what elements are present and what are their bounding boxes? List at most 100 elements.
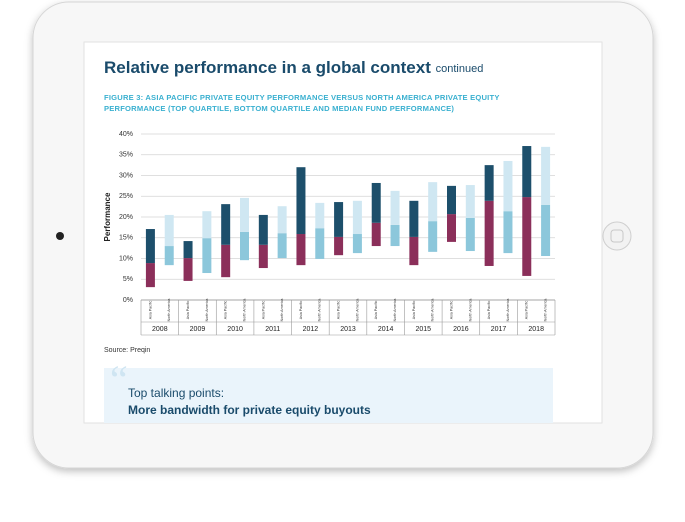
- bar-upper: [202, 211, 212, 239]
- quote-mark: “: [110, 357, 128, 402]
- bar-lower: [202, 238, 212, 274]
- group-label: North America: [544, 299, 548, 322]
- bar-lower: [390, 224, 400, 247]
- figure-title-box: FIGURE 3: ASIA PACIFIC PRIVATE EQUITY PE…: [104, 93, 500, 113]
- page-title-text: Relative performance in a global context: [104, 58, 431, 77]
- group-label: North America: [167, 299, 171, 322]
- bar-lower: [315, 228, 325, 259]
- bar-lower: [503, 211, 513, 254]
- group-label: North America: [242, 299, 246, 322]
- group-label: North America: [318, 299, 322, 322]
- group-label: North America: [205, 299, 209, 322]
- x-tick-label: 2011: [265, 326, 280, 333]
- bar-upper: [277, 206, 287, 234]
- callout-label: Top talking points:: [128, 386, 224, 400]
- x-tick-label: 2018: [528, 326, 544, 333]
- bar-upper: [334, 202, 344, 237]
- group-label: Asia Pacific: [412, 301, 416, 320]
- callout-text: More bandwidth for private equity buyout…: [128, 403, 371, 417]
- camera: [56, 232, 64, 240]
- group-label: North America: [468, 299, 472, 322]
- x-tick-label: 2008: [152, 326, 168, 333]
- x-tick-label: 2016: [453, 326, 469, 333]
- page-title-suffix: continued: [436, 63, 484, 75]
- figure-title: FIGURE 3: ASIA PACIFIC PRIVATE EQUITY PE…: [104, 93, 500, 113]
- y-tick-label: 35%: [119, 152, 133, 159]
- x-tick-label: 2015: [415, 326, 431, 333]
- bar-upper: [183, 241, 193, 259]
- bar-upper: [240, 197, 249, 232]
- bar-lower: [541, 204, 551, 257]
- bar-lower: [334, 236, 344, 256]
- y-tick-label: 0%: [123, 297, 133, 304]
- y-tick-label: 5%: [123, 276, 133, 283]
- bar-upper: [541, 146, 551, 205]
- bar-upper: [221, 204, 231, 245]
- group-label: Asia Pacific: [299, 301, 303, 320]
- bar-lower: [409, 236, 419, 266]
- callout-box: [104, 368, 553, 423]
- bar-lower: [522, 197, 532, 276]
- bar-lower: [183, 258, 193, 281]
- group-label: North America: [431, 299, 435, 322]
- group-label: Asia Pacific: [449, 301, 453, 320]
- bar-upper: [428, 182, 438, 222]
- bar-upper: [390, 190, 400, 225]
- bar-lower: [296, 234, 306, 266]
- bar-lower: [465, 217, 475, 252]
- group-label: Asia Pacific: [525, 301, 529, 320]
- page-title: Relative performance in a global context…: [104, 58, 483, 77]
- bar-lower: [447, 214, 456, 242]
- group-label: North America: [355, 299, 359, 322]
- group-label: North America: [506, 299, 510, 322]
- bar-upper: [296, 167, 306, 235]
- home-icon: [610, 229, 624, 243]
- y-tick-label: 40%: [119, 131, 133, 138]
- y-tick-label: 20%: [119, 214, 133, 221]
- chart: 0% 5% 10% 15% 20% 25% 30% 35% 40% 2008 Asia Pacifi…: [119, 131, 556, 336]
- y-tick-label: 15%: [119, 235, 133, 242]
- bar-lower: [164, 246, 174, 266]
- bar-upper: [503, 160, 513, 212]
- group-label: Asia Pacific: [148, 301, 152, 320]
- bar-lower: [277, 233, 287, 259]
- x-tick-label: 2014: [378, 326, 394, 333]
- bar-upper: [409, 200, 419, 237]
- bar-upper: [352, 200, 362, 235]
- group-label: North America: [393, 299, 397, 322]
- bar-upper: [484, 165, 494, 201]
- y-tick-label: 25%: [119, 193, 133, 200]
- bar-upper: [145, 229, 155, 264]
- bar-upper: [522, 146, 532, 198]
- group-label: North America: [280, 299, 284, 322]
- group-label: Asia Pacific: [487, 301, 491, 320]
- x-tick-label: 2012: [303, 326, 319, 333]
- group-label: Asia Pacific: [224, 301, 228, 320]
- bar-lower: [240, 231, 249, 261]
- bar-lower: [371, 222, 381, 247]
- bar-upper: [164, 214, 174, 247]
- bar-upper: [447, 185, 456, 215]
- home-button[interactable]: [602, 221, 632, 251]
- bar-upper: [465, 185, 475, 218]
- group-label: Asia Pacific: [186, 301, 190, 320]
- bar-upper: [371, 182, 381, 223]
- bar-lower: [352, 234, 362, 254]
- bar-lower: [258, 244, 268, 269]
- group-label: Asia Pacific: [374, 301, 378, 320]
- bar-lower: [484, 200, 494, 266]
- y-tick-label: 10%: [119, 255, 133, 262]
- bar-upper: [315, 202, 325, 229]
- bar-lower: [145, 263, 155, 288]
- y-tick-label: 30%: [119, 172, 133, 179]
- bar-lower: [428, 221, 438, 252]
- bar-upper: [258, 214, 268, 245]
- y-axis-label: Performance: [103, 192, 112, 241]
- bar-lower: [221, 244, 231, 278]
- x-tick-label: 2017: [491, 326, 507, 333]
- group-label: Asia Pacific: [261, 301, 265, 320]
- x-tick-label: 2009: [190, 326, 206, 333]
- source: Source: Preqin: [104, 347, 150, 354]
